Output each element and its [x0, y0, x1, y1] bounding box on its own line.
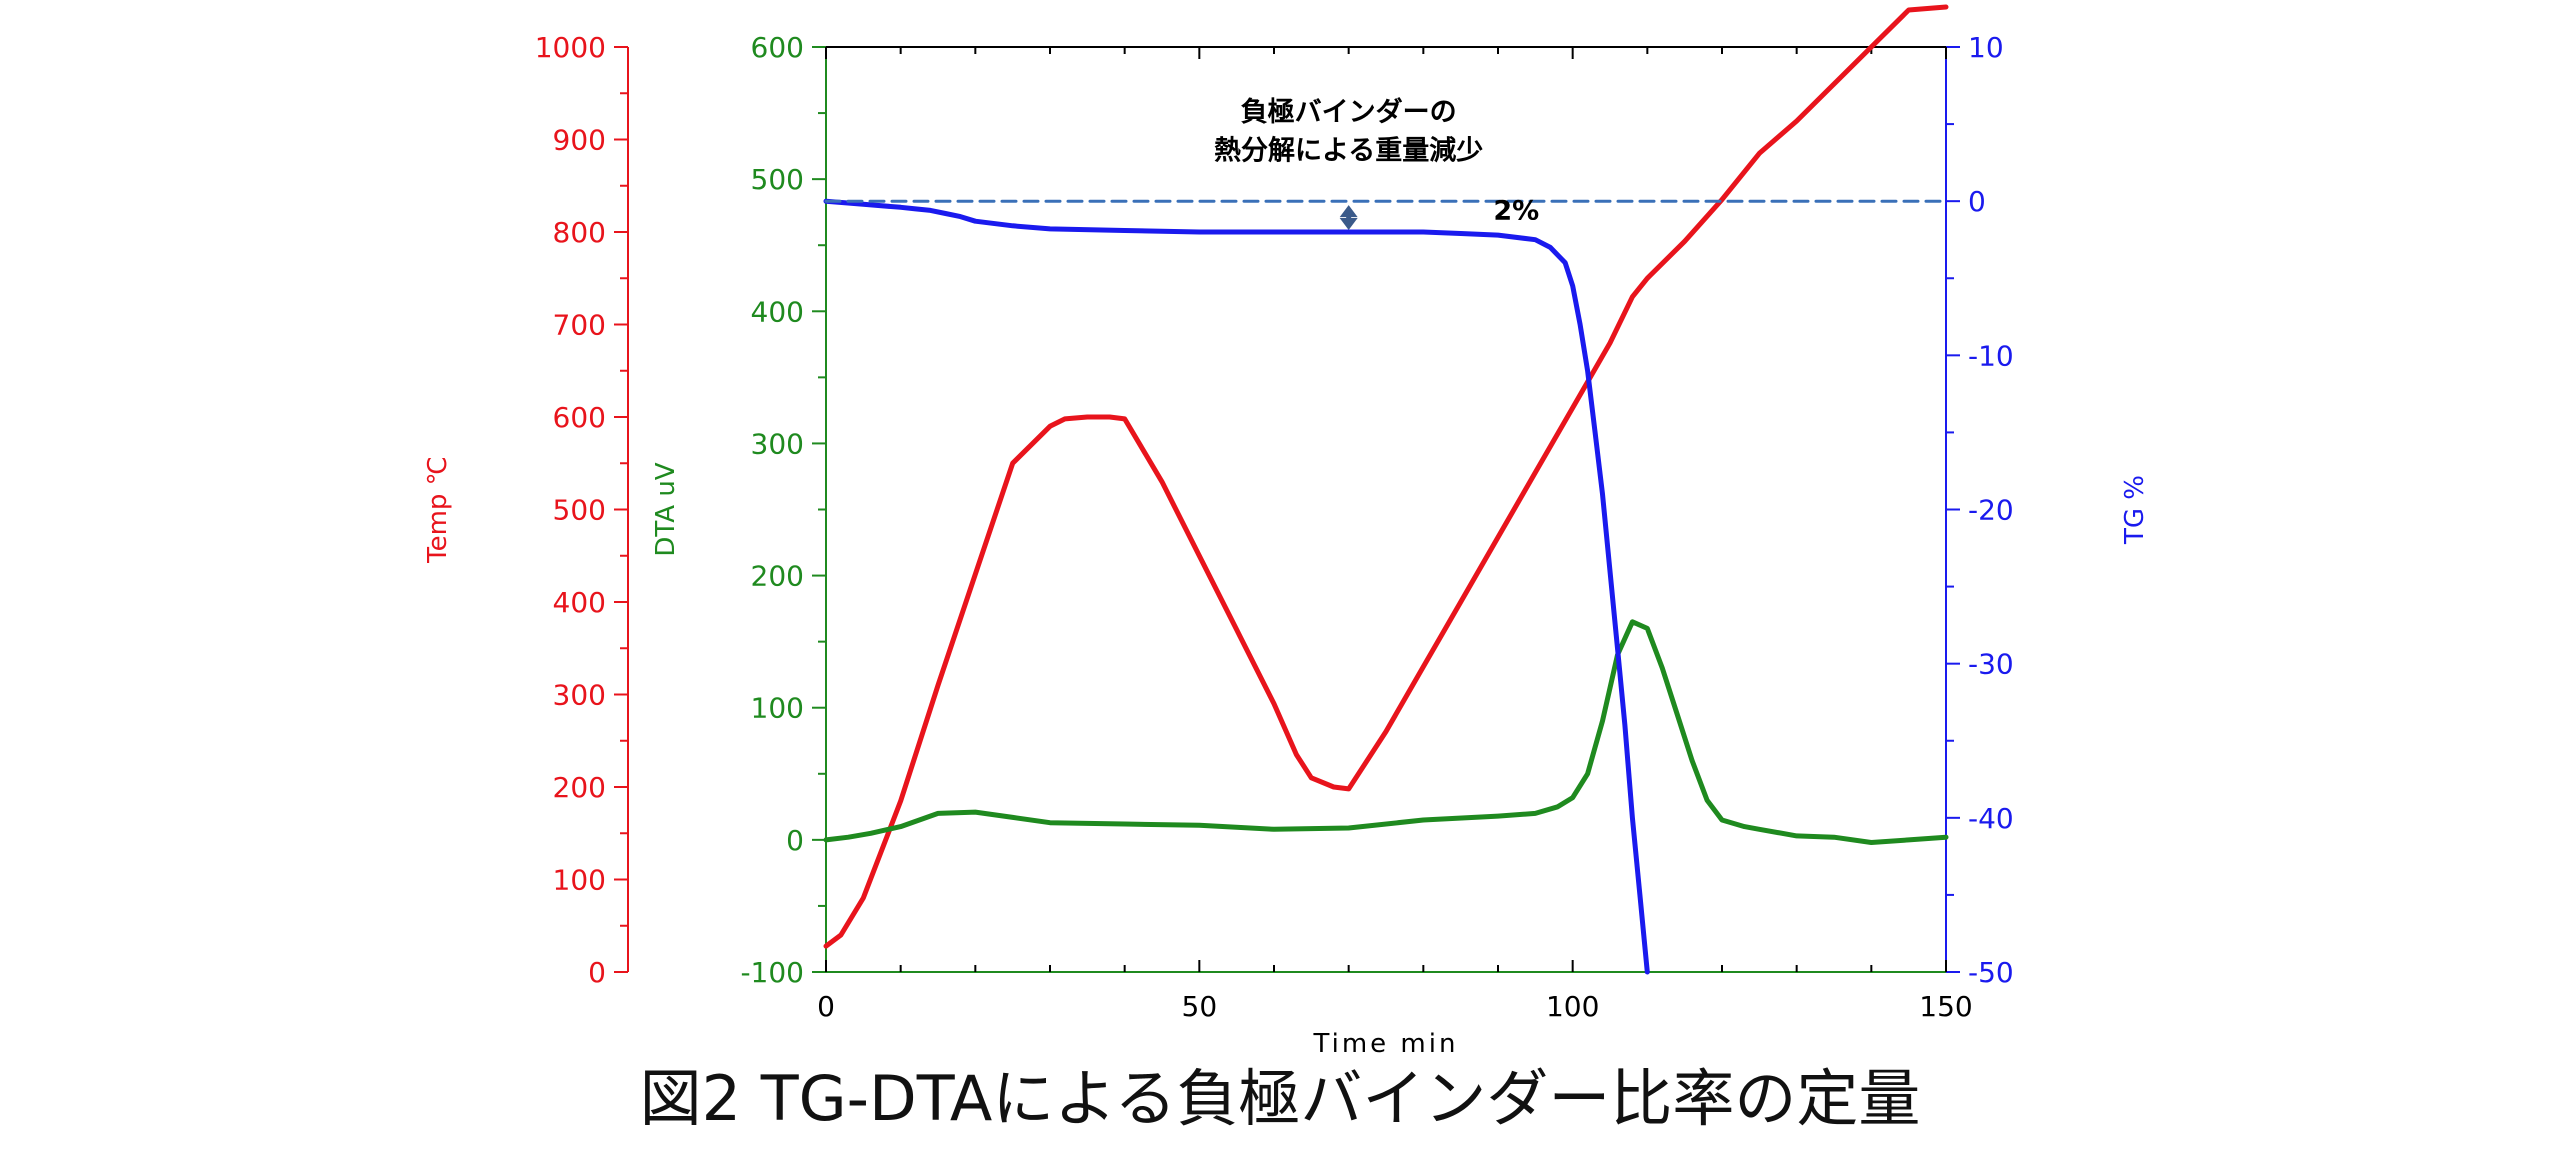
dta-series-line	[823, 619, 1949, 845]
temp-series-line	[823, 4, 1949, 949]
x-axis-title: Time min	[1313, 1029, 1459, 1059]
temp-tick-label: 400	[553, 586, 606, 619]
tg-series-line	[823, 198, 1650, 975]
temp-axis-title: Temp ℃	[423, 456, 453, 564]
dta-tick-label: 600	[751, 31, 804, 64]
annotation-text: 2%	[1493, 196, 1539, 227]
tg-tick-label: -20	[1968, 494, 2014, 527]
temp-tick-label: 600	[553, 401, 606, 434]
dta-tick-label: 100	[751, 692, 804, 725]
temp-tick-label: 300	[553, 679, 606, 712]
annotation-text: 熱分解による重量減少	[1214, 136, 1483, 167]
figure-caption: 図2 TG-DTAによる負極バインダー比率の定量	[640, 1062, 1921, 1135]
arrow-head-down	[1339, 218, 1358, 230]
temp-tick-label: 500	[553, 494, 606, 527]
tg-tick-label: 10	[1968, 31, 2004, 64]
series-layer	[823, 4, 1949, 975]
time-axis: 0 50 100 150 Time min	[817, 47, 1973, 1059]
annotation-text: 負極バインダーの	[1241, 96, 1457, 128]
tg-axis: -50 -40 -30 -20 -10 0 10 TG %	[1945, 31, 2150, 989]
tg-tick-label: -30	[1968, 648, 2014, 681]
temp-axis: 0 100 200 300 400 500 600 700 800 900 1000 Temp ℃	[423, 31, 629, 989]
tg-tick-label: -10	[1968, 339, 2014, 372]
dta-tick-label: 0	[786, 824, 804, 857]
temp-tick-label: 700	[553, 309, 606, 342]
temp-tick-label: 800	[553, 216, 606, 249]
x-tick-label: 0	[817, 990, 835, 1023]
temp-tick-label: 200	[553, 771, 606, 804]
dta-axis-title: DTA uV	[651, 462, 681, 556]
tg-tick-label: -40	[1968, 802, 2014, 835]
temp-tick-label: 1000	[535, 31, 606, 64]
temp-tick-label: 900	[553, 124, 606, 157]
dta-tick-label: 500	[751, 163, 804, 196]
plot-frame	[826, 46, 1946, 973]
tg-tick-label: -50	[1968, 956, 2014, 989]
x-tick-label: 50	[1182, 990, 1218, 1023]
temp-tick-label: 0	[588, 956, 606, 989]
arrow-head-up	[1339, 205, 1358, 218]
tg-axis-title: TG %	[2120, 475, 2150, 545]
x-tick-label: 150	[1919, 990, 1972, 1023]
dta-tick-label: 400	[751, 295, 804, 328]
dta-tick-label: 200	[751, 560, 804, 593]
dta-axis: -100 0 100 200 300 400 500 600 DTA uV	[651, 31, 827, 989]
temp-tick-label: 100	[553, 864, 606, 897]
tg-tick-label: 0	[1968, 185, 1986, 218]
dta-tick-label: -100	[740, 956, 804, 989]
dta-tick-label: 300	[751, 427, 804, 460]
x-tick-label: 100	[1546, 990, 1599, 1023]
